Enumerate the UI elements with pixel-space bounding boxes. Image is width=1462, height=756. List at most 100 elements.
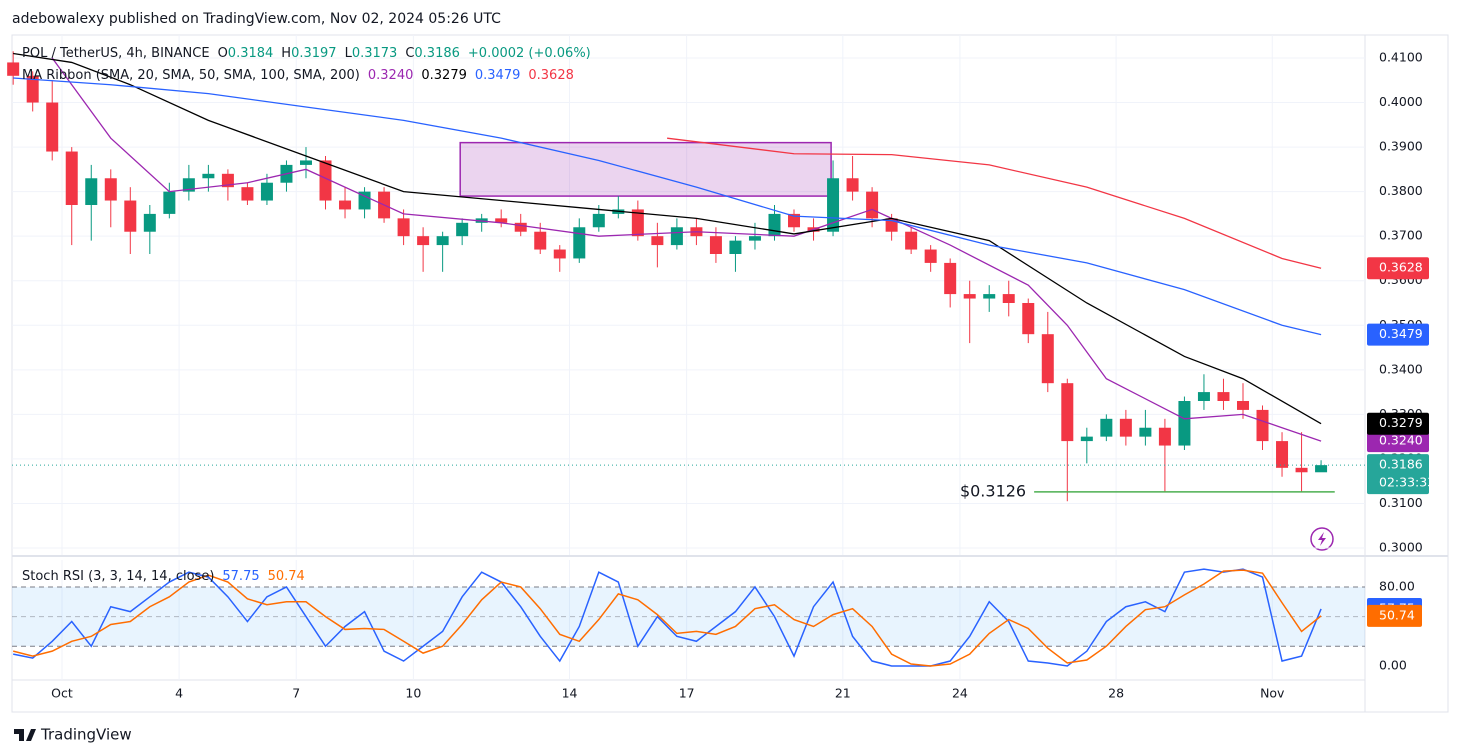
candle-body — [729, 240, 742, 254]
candle-body — [1178, 401, 1191, 446]
stoch-badge-bg — [1367, 604, 1422, 627]
legend-item: +0.0002 (+0.06%) — [468, 46, 591, 61]
y-tick-label: 80.00 — [1379, 578, 1415, 593]
stoch-legend: Stoch RSI (3, 3, 14, 14, close) 57.75 50.7… — [22, 569, 305, 584]
legend-item: 0.3197 — [291, 46, 337, 61]
x-tick-label: 17 — [679, 686, 695, 701]
x-tick-label: 4 — [175, 686, 183, 701]
ma-badge-bg — [1367, 257, 1429, 280]
legend-item: POL / TetherUS, 4h, BINANCE — [22, 46, 210, 61]
candle-body — [143, 213, 156, 232]
x-tick-label: Oct — [51, 686, 73, 701]
x-tick-label: 28 — [1108, 686, 1124, 701]
legend-item: 0.3184 — [228, 46, 274, 61]
plot: 0.30000.31000.32000.33000.34000.35000.36… — [7, 35, 1435, 701]
candle-body — [202, 173, 215, 179]
legend-item: MA Ribbon (SMA, 20, SMA, 50, SMA, 100, S… — [22, 68, 360, 83]
candle-body — [319, 160, 332, 201]
brand: TradingView — [40, 726, 132, 744]
stoch-line — [13, 568, 1322, 667]
candle-body — [963, 294, 976, 299]
legend-value: 0.3628 — [528, 68, 574, 83]
x-tick-label: 24 — [952, 686, 968, 701]
y-tick-label: 0.3900 — [1379, 139, 1423, 154]
candle-body — [163, 191, 176, 214]
stoch-badge: 50.74 — [1379, 607, 1415, 622]
candle-body — [436, 236, 449, 246]
price-badge-bg — [1367, 454, 1429, 495]
candle-body — [1197, 392, 1210, 402]
candle-body — [592, 213, 605, 228]
candle-body — [553, 249, 566, 259]
ma-line — [13, 52, 1322, 425]
y-tick-label: 0.4100 — [1379, 49, 1423, 64]
support-label: $0.3126 — [960, 481, 1026, 500]
icon-bolt[interactable] — [1318, 532, 1326, 546]
legend-item: L — [345, 46, 353, 61]
candle-body — [631, 209, 644, 237]
y-tick-label: 0.4000 — [1379, 94, 1423, 109]
x-tick-label: 7 — [292, 686, 300, 701]
logo: TradingView — [14, 726, 132, 744]
candle-body — [260, 182, 273, 201]
zone — [459, 141, 832, 197]
publisher-note: adebowalexy published on TradingView.com… — [12, 11, 501, 27]
y-tick-label: 0.3400 — [1379, 361, 1423, 376]
candle-body — [26, 75, 39, 103]
candle-body — [495, 218, 508, 223]
candle-body — [983, 294, 996, 299]
candle-body — [905, 231, 918, 250]
ma-legend: MA Ribbon (SMA, 20, SMA, 50, SMA, 100, S… — [22, 68, 574, 83]
legend-item: H — [281, 46, 291, 61]
legend-value: 0.3279 — [421, 68, 467, 83]
candle-body — [182, 178, 195, 192]
candle-body — [1295, 467, 1308, 473]
candle-body — [748, 236, 761, 241]
candle-body — [1119, 418, 1132, 437]
price-badge-countdown: 02:33:33 — [1379, 475, 1435, 490]
ma-line — [51, 57, 1322, 442]
legend-item: C — [405, 46, 414, 61]
logo-mark — [14, 729, 36, 741]
ma-badge-bg — [1367, 430, 1429, 453]
candle-body — [534, 231, 547, 250]
ma-badge: 0.3240 — [1379, 433, 1423, 448]
candle-body — [339, 200, 352, 210]
candle-body — [1217, 392, 1230, 402]
candle-body — [241, 187, 254, 201]
replay-icon[interactable] — [1310, 527, 1334, 551]
legend-value: 50.74 — [268, 569, 305, 584]
candle-body — [1080, 436, 1093, 442]
candle-body — [924, 249, 937, 263]
candle-body — [944, 262, 957, 295]
candle-body — [866, 191, 879, 219]
price-badge: 0.3186 — [1379, 457, 1423, 472]
candle-body — [417, 236, 430, 246]
ma-badge-bg — [1367, 323, 1429, 346]
candle-body — [85, 178, 98, 205]
symbol-legend: POL / TetherUS, 4h, BINANCE O0.3184 H0.319… — [22, 46, 591, 61]
legend-item: 0.3173 — [352, 46, 398, 61]
y-tick-label: 0.3100 — [1379, 495, 1423, 510]
candle-body — [1022, 302, 1035, 335]
legend-item: 0.3186 — [414, 46, 460, 61]
y-tick-label: 0.3700 — [1379, 228, 1423, 243]
candle-body — [397, 218, 410, 237]
ma-line — [13, 77, 1322, 336]
candle-body — [709, 236, 722, 254]
candle-body — [514, 222, 527, 232]
candle-body — [46, 102, 59, 152]
ma-badge: 0.3628 — [1379, 260, 1423, 275]
candle-body — [1061, 383, 1074, 442]
y-tick-label: 0.3000 — [1379, 540, 1423, 555]
x-tick-label: Nov — [1260, 686, 1285, 701]
stoch-line — [12, 569, 1322, 667]
candle-body — [1256, 409, 1269, 442]
ma-line — [667, 137, 1322, 269]
candle-body — [1276, 441, 1289, 468]
candle-body — [846, 178, 859, 192]
legend-value: 0.3479 — [475, 68, 521, 83]
ma-badge-bg — [1367, 412, 1429, 435]
